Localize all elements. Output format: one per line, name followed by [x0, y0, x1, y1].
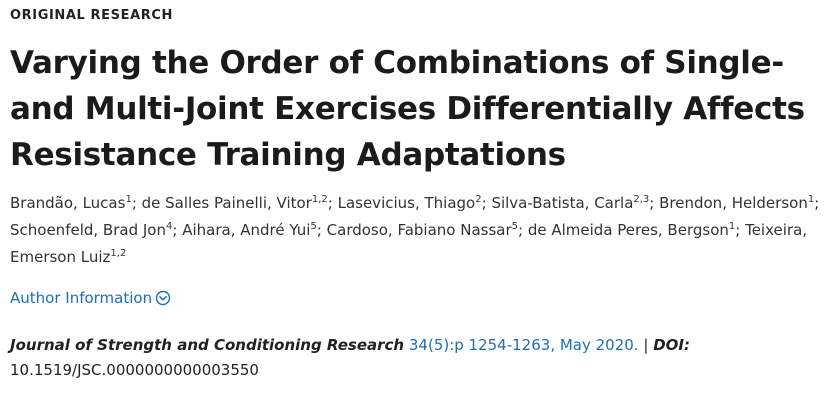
- author-information-toggle[interactable]: Author Information: [10, 289, 171, 307]
- title-line-1: Varying the Order of Combinations of Sin…: [10, 45, 784, 81]
- author[interactable]: de Salles Painelli, Vitor1,2: [141, 194, 328, 212]
- author-information-label: Author Information: [10, 289, 153, 307]
- title-line-2: and Multi-Joint Exercises Differentially…: [10, 91, 805, 127]
- author[interactable]: Silva-Batista, Carla2,3: [491, 194, 650, 212]
- doi-value[interactable]: 10.1519/JSC.0000000000003550: [10, 361, 259, 379]
- author[interactable]: Schoenfeld, Brad Jon4: [10, 221, 173, 239]
- author[interactable]: Teixeira, Emerson Luiz1,2: [10, 221, 808, 266]
- article-type-label: ORIGINAL RESEARCH: [10, 8, 173, 23]
- title-line-3: Resistance Training Adaptations: [10, 137, 566, 173]
- author[interactable]: de Almeida Peres, Bergson1: [527, 221, 736, 239]
- author[interactable]: Aihara, André Yui5: [182, 221, 317, 239]
- author[interactable]: Cardoso, Fabiano Nassar5: [326, 221, 519, 239]
- doi-label: DOI:: [653, 336, 690, 354]
- citation: Journal of Strength and Conditioning Res…: [10, 333, 822, 383]
- citation-separator: |: [643, 336, 649, 354]
- journal-name: Journal of Strength and Conditioning Res…: [10, 336, 405, 354]
- article-title: Varying the Order of Combinations of Sin…: [10, 40, 820, 178]
- author[interactable]: Lasevicius, Thiago2: [337, 194, 482, 212]
- volume-pages-link[interactable]: 34(5):p 1254-1263, May 2020.: [408, 336, 639, 354]
- author-list: Brandão, Lucas1; de Salles Painelli, Vit…: [10, 194, 820, 266]
- author[interactable]: Brendon, Helderson1: [659, 194, 815, 212]
- chevron-down-circle-icon: [155, 290, 171, 306]
- author[interactable]: Brandão, Lucas1: [10, 194, 132, 212]
